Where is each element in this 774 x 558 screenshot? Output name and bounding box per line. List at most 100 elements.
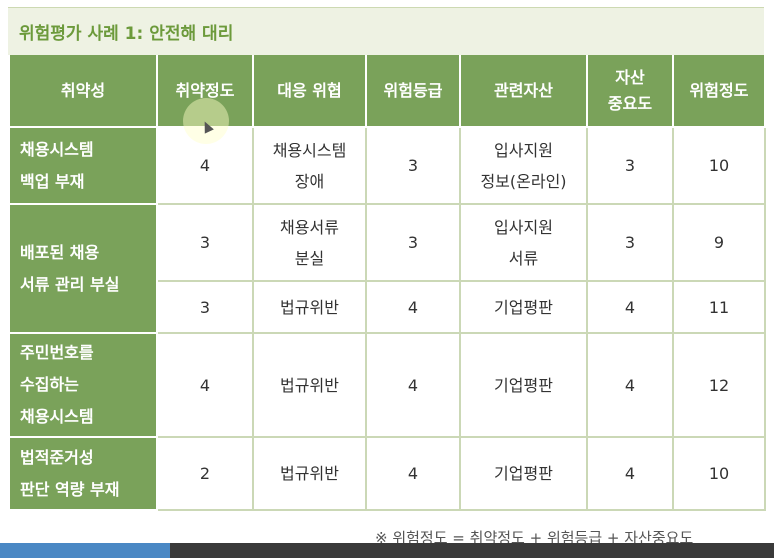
cell-value: 12 <box>708 375 730 395</box>
importance-cell: 4 <box>586 332 674 438</box>
cell-value: 10 <box>708 156 730 175</box>
header-asset: 관련자산 <box>459 55 588 128</box>
asset-cell: 기업평판 <box>459 436 588 511</box>
table-body: 채용시스템 백업 부재 4 채용시스템 장애 3 입사지원 정보(온라인) 3 10 배포된 채용 서… <box>8 126 766 511</box>
vulnerability-label: 채용시스템 <box>20 139 94 159</box>
header-risk-level: 위험정도 <box>672 55 766 128</box>
video-progress-bar[interactable] <box>0 543 774 558</box>
risk-assessment-table: 취약성 취약정도 대응 위협 위험등급 관련자산 자산 중요도 위험정도 채용시스템 백업 부재… <box>8 55 766 511</box>
risk-cell: 11 <box>672 280 766 334</box>
asset-cell: 기업평판 <box>459 280 588 334</box>
degree-cell: 4 <box>156 126 254 205</box>
cell-value: 4 <box>407 297 419 317</box>
cursor-highlight <box>183 98 229 144</box>
vulnerability-label: 백업 부재 <box>20 171 85 191</box>
vulnerability-label: 서류 관리 부실 <box>20 274 120 294</box>
threat-cell: 법규위반 <box>252 332 367 438</box>
importance-cell: 4 <box>586 280 674 334</box>
cell-value: 9 <box>713 233 725 252</box>
cell-value: 11 <box>708 297 730 317</box>
cell-value: 4 <box>407 375 419 395</box>
header-label: 관련자산 <box>494 80 553 100</box>
cell-value: 4 <box>624 297 636 317</box>
cell-value: 채용시스템 <box>272 140 347 160</box>
importance-cell: 4 <box>586 436 674 511</box>
header-vulnerability-degree: 취약정도 <box>156 55 254 128</box>
cell-value: 분실 <box>294 248 325 268</box>
vulnerability-label: 수집하는 <box>20 375 79 394</box>
table-row: 3 법규위반 4 기업평판 4 11 <box>9 280 766 334</box>
cell-value: 3 <box>199 233 211 252</box>
vulnerability-label: 판단 역량 부재 <box>20 479 120 499</box>
vulnerability-label: 주민번호를 <box>20 343 94 362</box>
cell-value: 서류 <box>508 248 539 268</box>
cell-value: 2 <box>199 464 211 483</box>
cell-value: 장애 <box>294 171 325 191</box>
grade-cell: 4 <box>365 280 461 334</box>
vulnerability-label: 법적준거성 <box>20 447 94 467</box>
cell-value: 3 <box>624 156 636 175</box>
header-label: 자산 <box>615 67 645 87</box>
header-threat: 대응 위협 <box>252 55 367 128</box>
table-row: 법적준거성 판단 역량 부재 2 법규위반 4 기업평판 4 10 <box>8 436 766 511</box>
formula-footnote: ※ 위험정도 = 취약정도 + 위험등급 + 자산중요도 <box>375 529 694 547</box>
grade-cell: 4 <box>365 436 461 511</box>
threat-cell: 법규위반 <box>252 436 367 511</box>
risk-cell: 9 <box>672 203 766 282</box>
cell-value: 법규위반 <box>280 297 339 317</box>
slide-title: 위험평가 사례 1: 안전해 대리 <box>19 24 234 44</box>
cell-value: 입사지원 <box>494 217 553 237</box>
grade-cell: 3 <box>365 203 461 282</box>
cell-value: 법규위반 <box>280 375 339 395</box>
header-label: 중요도 <box>607 93 653 113</box>
header-risk-grade: 위험등급 <box>365 55 461 128</box>
cell-value: 정보(온라인) <box>480 171 567 191</box>
cell-value: 4 <box>199 375 211 395</box>
risk-cell: 10 <box>672 126 766 205</box>
cell-value: 3 <box>407 233 419 252</box>
grade-cell: 3 <box>365 126 461 205</box>
cell-value: 채용서류 <box>280 217 339 237</box>
cell-value: 3 <box>624 233 636 252</box>
cell-value: 3 <box>407 156 419 175</box>
cell-value: 4 <box>407 464 419 483</box>
cell-value: 4 <box>199 156 211 175</box>
header-label: 위험등급 <box>383 80 443 100</box>
header-label: 위험정도 <box>689 80 749 100</box>
vulnerability-label: 배포된 채용 <box>20 242 100 262</box>
cell-value: 4 <box>624 375 636 395</box>
degree-cell: 3 <box>156 203 254 282</box>
cell-value: 10 <box>708 464 730 483</box>
risk-cell: 12 <box>672 332 766 438</box>
asset-cell: 기업평판 <box>459 332 588 438</box>
header-label: 대응 위협 <box>277 80 342 100</box>
vulnerability-label: 채용시스템 <box>20 407 94 426</box>
header-label: 취약정도 <box>175 80 235 100</box>
cell-value: 법규위반 <box>280 464 339 483</box>
risk-cell: 10 <box>672 436 766 511</box>
degree-cell: 2 <box>156 436 254 511</box>
cell-value: 기업평판 <box>494 375 553 395</box>
grade-cell: 4 <box>365 332 461 438</box>
degree-cell: 3 <box>156 280 254 334</box>
cell-value: 기업평판 <box>494 297 553 317</box>
cell-value: 입사지원 <box>494 140 553 160</box>
video-progress-fill[interactable] <box>0 543 171 558</box>
slide-title-bar: 위험평가 사례 1: 안전해 대리 <box>8 7 764 55</box>
threat-cell: 법규위반 <box>252 280 367 334</box>
cell-value: 3 <box>199 297 211 317</box>
header-vulnerability: 취약성 <box>8 55 158 128</box>
